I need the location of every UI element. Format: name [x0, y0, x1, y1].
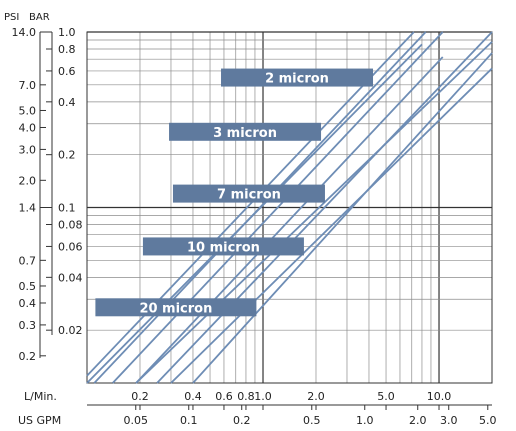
bar-tick-label: 0.02 — [58, 324, 83, 337]
bar-tick-label: 0.04 — [58, 271, 83, 284]
x-axis-gpm-label: US GPM — [18, 414, 61, 427]
series-label-band — [172, 184, 325, 203]
bar-tick-label: 0.6 — [58, 65, 76, 78]
y-axis-bar-label: BAR — [29, 12, 50, 23]
gpm-tick-label: 0.2 — [233, 414, 251, 427]
bar-tick-label: 0.8 — [58, 43, 76, 56]
gpm-tick-label: 0.5 — [303, 414, 321, 427]
lpm-tick-label: 0.2 — [131, 390, 149, 403]
psi-tick-label: 0.3 — [19, 319, 37, 332]
bar-tick-label: 0.4 — [58, 96, 76, 109]
lpm-tick-label: 5.0 — [377, 390, 395, 403]
series-label: 3 micron — [213, 126, 277, 141]
grid — [86, 31, 493, 384]
series-label: 20 micron — [139, 301, 212, 316]
lpm-tick-label: 0.6 — [215, 390, 233, 403]
series-label-band — [95, 298, 257, 317]
psi-tick-label: 0.2 — [19, 350, 37, 363]
lpm-tick-label: 2.0 — [307, 390, 325, 403]
psi-tick-label: 0.4 — [19, 297, 37, 310]
series-labels: 2 micron 3 micron 7 micron 10 micron 20 micr… — [95, 68, 374, 317]
series-label-band — [142, 237, 304, 256]
bar-tick-label: 0.1 — [58, 202, 76, 215]
lpm-tick-label: 0.8 — [237, 390, 255, 403]
series-label: 10 micron — [187, 240, 260, 255]
gpm-tick-label: 1.0 — [356, 414, 374, 427]
series-line — [170, 67, 493, 384]
bar-tick-label: 0.2 — [58, 149, 76, 162]
gpm-tick-label: 2.0 — [409, 414, 427, 427]
lpm-tick-label: 0.4 — [184, 390, 202, 403]
series-line — [86, 43, 423, 384]
series-line — [112, 31, 444, 384]
plot-border — [86, 31, 493, 384]
gpm-tick-label: 5.0 — [479, 414, 497, 427]
series-lines — [86, 31, 493, 384]
lpm-tick-label: 10.0 — [427, 390, 452, 403]
gpm-tick-label: 3.0 — [440, 414, 458, 427]
bar-tick-label: 0.06 — [58, 240, 83, 253]
series-label: 7 micron — [217, 188, 281, 203]
series-label-band — [169, 122, 322, 141]
psi-tick-label: 5.0 — [19, 104, 37, 117]
series-label: 2 micron — [265, 72, 329, 87]
lpm-tick-label: 1.0 — [254, 390, 272, 403]
psi-tick-label: 4.0 — [19, 121, 37, 134]
series-line — [156, 31, 493, 384]
psi-tick-label: 0.7 — [19, 254, 37, 267]
psi-tick-label: 3.0 — [19, 143, 37, 156]
x-axis-lpm-label: L/Min. — [24, 390, 57, 403]
series-line — [192, 52, 493, 384]
bar-tick-label: 1.0 — [58, 26, 76, 39]
series-line — [135, 56, 444, 384]
psi-tick-label: 14.0 — [12, 26, 37, 39]
y-axis-psi-label: PSI — [4, 12, 19, 23]
series-line — [135, 41, 493, 384]
psi-tick-label: 1.4 — [19, 202, 37, 215]
series-label-band — [221, 68, 374, 87]
psi-tick-label: 0.5 — [19, 280, 37, 293]
gpm-tick-label: 0.1 — [180, 414, 198, 427]
series-line — [86, 31, 415, 377]
psi-tick-label: 2.0 — [19, 174, 37, 187]
bar-tick-label: 0.08 — [58, 219, 83, 232]
psi-tick-label: 7.0 — [19, 79, 37, 92]
axes: 14.07.05.04.03.02.01.40.70.50.40.30.21.0… — [12, 26, 497, 427]
gpm-tick-label: 0.05 — [124, 414, 149, 427]
